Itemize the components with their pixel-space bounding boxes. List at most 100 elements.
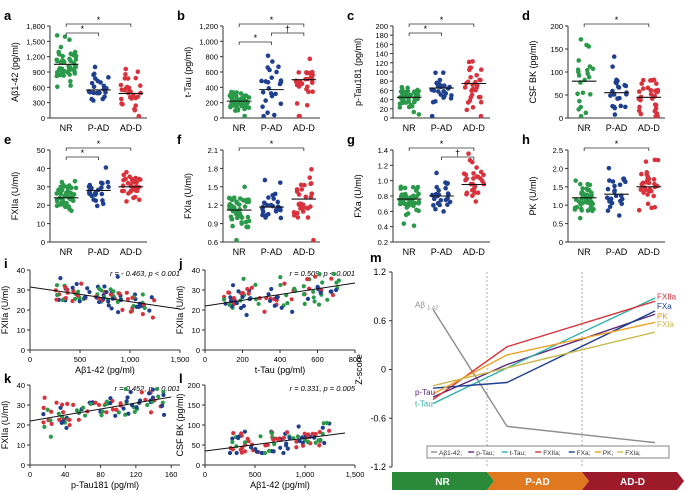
data-point — [580, 186, 586, 191]
data-point — [228, 214, 234, 220]
y-tick-label: 0.6 — [378, 207, 388, 216]
panel-letter: j — [178, 256, 183, 271]
data-point — [308, 194, 314, 200]
data-point — [265, 110, 270, 116]
x-tick-label: P-AD — [88, 123, 110, 133]
data-point — [242, 449, 248, 454]
x-axis-label: Aβ1-42 (pg/ml) — [75, 365, 135, 375]
y-axis-label: FXa (U/ml) — [353, 174, 363, 218]
data-point — [478, 113, 484, 119]
legend-label: p-Tau; — [476, 450, 494, 457]
data-point — [308, 181, 313, 187]
data-point — [466, 59, 472, 65]
x-tick-label: 160 — [165, 470, 178, 479]
data-point — [150, 315, 156, 320]
significance-bracket — [408, 23, 475, 27]
data-point — [578, 104, 584, 110]
data-point — [134, 405, 139, 410]
data-point — [77, 299, 82, 304]
data-point — [96, 402, 102, 408]
data-point — [443, 197, 449, 203]
y-tick-label: 1.4 — [378, 146, 388, 155]
data-point — [229, 197, 235, 203]
data-point — [443, 185, 448, 191]
data-point — [99, 191, 105, 197]
data-point — [87, 289, 92, 295]
series-line-t-Tau — [432, 297, 656, 405]
data-point — [271, 449, 276, 454]
data-point — [41, 412, 46, 417]
data-point — [111, 289, 116, 294]
x-tick-label: 800 — [349, 355, 362, 364]
data-point — [133, 103, 138, 108]
x-tick-label: AD-D — [638, 247, 660, 257]
legend-label: FXIa; — [625, 450, 641, 457]
data-point — [615, 84, 621, 90]
data-point — [414, 207, 419, 213]
data-point — [305, 84, 310, 90]
data-point — [72, 178, 78, 184]
data-point — [61, 59, 67, 65]
data-point — [330, 292, 336, 298]
data-point — [289, 297, 294, 302]
y-tick-label: 0 — [21, 346, 25, 355]
y-tick-label: 0.8 — [378, 192, 388, 201]
data-point — [128, 389, 133, 395]
data-point — [643, 187, 649, 193]
data-point — [474, 174, 480, 179]
data-point — [310, 431, 315, 436]
data-point — [68, 78, 73, 84]
y-tick-label: 50 — [192, 441, 200, 450]
data-point — [617, 182, 623, 188]
data-point — [474, 85, 479, 91]
data-point — [475, 190, 481, 196]
data-point — [636, 207, 642, 213]
x-tick-label: AD-D — [120, 123, 142, 133]
data-point — [93, 191, 99, 196]
y-axis-label: FXIIa (U/ml) — [10, 172, 20, 221]
data-point — [227, 450, 233, 456]
data-point — [234, 237, 239, 243]
x-tick-label: 600 — [311, 355, 324, 364]
data-point — [238, 305, 244, 311]
data-point — [73, 53, 79, 59]
data-point — [647, 186, 653, 192]
data-point — [578, 37, 584, 42]
data-point — [278, 101, 284, 107]
data-point — [231, 295, 237, 301]
stage-arrow — [487, 472, 589, 490]
y-axis-label: t-Tau (pg/ml) — [183, 47, 193, 98]
x-tick-label: 1,000 — [296, 470, 315, 479]
data-point — [221, 297, 227, 302]
data-point — [93, 198, 99, 203]
data-point — [311, 295, 316, 300]
data-point — [281, 450, 286, 456]
data-point — [645, 177, 650, 183]
data-point — [318, 437, 323, 443]
data-point — [573, 178, 578, 183]
panel-h: h 0 0.5 1.0 1.5 2.0 2.5 PK (U/ml) NR P-AD AD-D * — [522, 132, 665, 257]
significance-bracket — [65, 147, 132, 151]
data-point — [576, 69, 581, 75]
panel-i: i 0 10 20 30 40 0 500 1,000 1,500 FXIIa (U/ml) Aβ1-… — [0, 256, 189, 375]
data-point — [612, 105, 618, 111]
data-point — [281, 435, 287, 440]
y-tick-label: 1.8 — [208, 164, 218, 173]
data-point — [97, 286, 102, 291]
data-point — [645, 192, 650, 197]
data-point — [54, 297, 59, 302]
data-point — [68, 51, 74, 57]
data-point — [401, 201, 407, 206]
data-point — [67, 417, 72, 422]
data-point — [105, 179, 111, 185]
data-point — [263, 215, 268, 220]
legend-label: PK; — [603, 450, 614, 457]
data-point — [108, 401, 113, 406]
significance-bracket — [65, 32, 99, 36]
significance-mark: * — [97, 15, 101, 25]
data-point — [648, 91, 654, 97]
data-point — [124, 199, 129, 204]
data-point — [240, 103, 245, 109]
data-point — [301, 292, 307, 297]
data-point — [136, 304, 142, 309]
